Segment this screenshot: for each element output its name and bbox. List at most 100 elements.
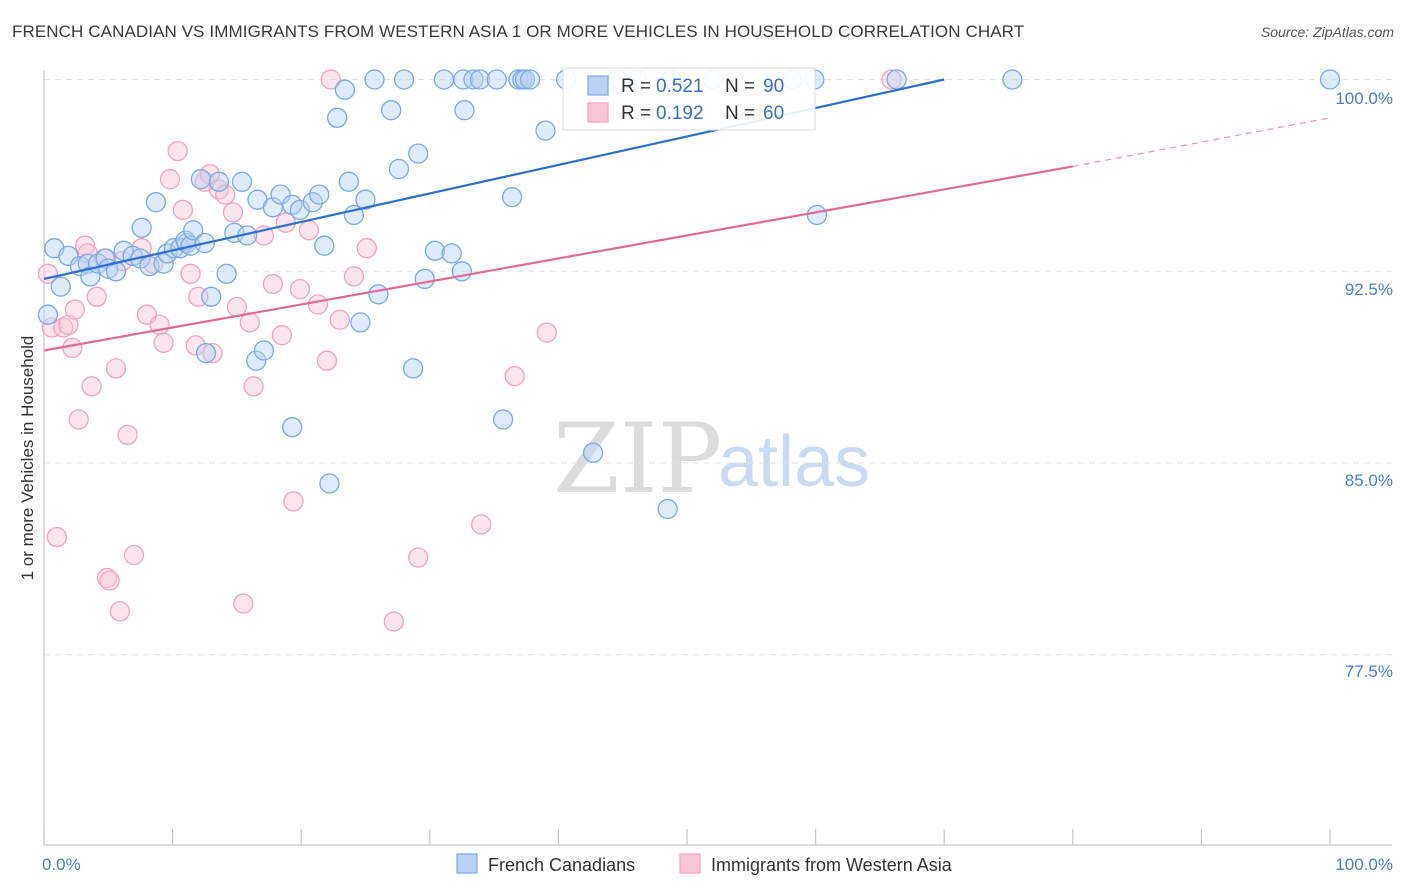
data-point-immigrants <box>271 325 293 346</box>
data-point-french-canadians <box>381 100 402 121</box>
data-point-immigrants <box>153 332 174 353</box>
data-point-french-canadians <box>246 350 267 371</box>
y-tick-label: 100.0% <box>1335 89 1393 108</box>
data-point-french-canadians <box>309 184 330 205</box>
data-point-immigrants <box>262 273 284 295</box>
bottom-legend: French Canadians Immigrants from Western… <box>456 853 953 875</box>
data-point-french-canadians <box>231 171 253 192</box>
data-point-french-canadians <box>153 253 174 274</box>
data-point-french-canadians <box>364 69 385 90</box>
data-point-french-canadians <box>441 243 462 264</box>
data-point-immigrants <box>222 202 244 223</box>
x-tick-label-max: 100.0% <box>1335 855 1393 874</box>
data-point-french-canadians <box>334 79 356 100</box>
data-point-french-canadians <box>501 186 523 208</box>
data-point-immigrants <box>243 376 264 397</box>
data-point-french-canadians <box>289 199 311 221</box>
data-point-immigrants <box>356 238 377 259</box>
data-point-immigrants <box>117 424 138 446</box>
data-point-immigrants <box>298 220 320 241</box>
data-point-french-canadians <box>414 268 435 290</box>
data-point-french-canadians <box>486 69 507 90</box>
data-point-french-canadians <box>402 358 424 379</box>
data-point-immigrants <box>383 611 404 632</box>
data-point-immigrants <box>167 140 188 162</box>
data-point-immigrants <box>81 376 102 397</box>
data-point-immigrants <box>75 235 96 256</box>
y-tick-label: 92.5% <box>1345 280 1393 299</box>
stats-r-value: 0.192 <box>656 103 704 124</box>
axes <box>43 70 1392 846</box>
data-point-french-canadians <box>582 442 604 463</box>
data-point-french-canadians <box>183 220 204 241</box>
data-point-french-canadians <box>319 473 340 494</box>
x-tick-label-min: 0.0% <box>42 855 81 874</box>
watermark-zip: ZIP <box>553 403 722 515</box>
data-point-french-canadians <box>131 217 152 238</box>
stats-n-value: 90 <box>763 76 784 97</box>
data-point-french-canadians <box>388 158 410 180</box>
data-point-immigrants <box>185 335 206 356</box>
data-point-french-canadians <box>519 69 541 90</box>
data-point-immigrants <box>881 69 902 90</box>
data-point-french-canadians <box>201 286 222 307</box>
data-point-french-canadians <box>514 69 536 90</box>
data-point-french-canadians <box>253 340 275 361</box>
data-point-french-canadians <box>216 263 237 284</box>
data-point-french-canadians <box>657 498 678 520</box>
data-point-immigrants <box>37 263 59 284</box>
data-point-french-canadians <box>37 304 59 325</box>
watermark-atlas: atlas <box>718 422 870 502</box>
data-point-immigrants <box>62 337 83 359</box>
data-point-immigrants <box>159 169 181 190</box>
legend-swatch-immigrants <box>679 853 701 874</box>
data-point-french-canadians <box>338 171 359 192</box>
x-tick-marks <box>43 829 1331 845</box>
data-point-french-canadians <box>463 69 484 90</box>
data-point-immigrants <box>99 570 120 591</box>
stats-legend: R = 0.521 N = 90 R = 0.192 N = 60 <box>562 67 816 131</box>
stats-n-label: N = <box>725 103 755 124</box>
data-point-french-canadians <box>282 417 303 438</box>
y-tick-label: 77.5% <box>1345 662 1393 681</box>
y-tick-labels: 100.0% 92.5% 85.0% 77.5% <box>1335 89 1393 681</box>
data-point-immigrants <box>172 199 194 221</box>
data-point-immigrants <box>226 296 248 318</box>
data-point-french-canadians <box>433 69 455 90</box>
data-point-immigrants <box>283 491 304 512</box>
data-point-immigrants <box>343 266 365 287</box>
data-point-french-canadians <box>350 312 371 333</box>
data-point-french-canadians <box>50 276 71 297</box>
data-point-french-canadians <box>208 171 230 192</box>
data-point-immigrants <box>64 299 86 320</box>
stats-swatch-blue <box>587 75 609 96</box>
data-point-french-canadians <box>1002 69 1023 90</box>
data-point-french-canadians <box>327 107 348 128</box>
data-point-immigrants <box>105 358 127 379</box>
data-point-immigrants <box>536 322 557 343</box>
data-point-french-canadians <box>355 189 376 210</box>
data-point-immigrants <box>471 514 492 535</box>
chart-source: Source: ZipAtlas.com <box>1260 24 1394 40</box>
chart-title: FRENCH CANADIAN VS IMMIGRANTS FROM WESTE… <box>12 22 1025 41</box>
data-point-immigrants <box>123 544 145 566</box>
data-point-french-canadians <box>424 240 446 261</box>
data-point-immigrants <box>109 601 131 622</box>
data-point-french-canadians <box>886 69 907 90</box>
data-point-french-canadians <box>469 69 491 90</box>
data-point-immigrants <box>408 547 429 568</box>
data-point-immigrants <box>320 69 341 90</box>
grid-lines <box>44 79 1392 656</box>
data-point-french-canadians <box>58 245 79 267</box>
data-point-french-canadians <box>393 69 415 90</box>
data-point-immigrants <box>180 263 201 284</box>
data-point-french-canadians <box>806 204 828 226</box>
stats-swatch-pink <box>587 102 609 123</box>
data-point-french-canadians <box>190 169 212 190</box>
x-tick-labels: 0.0% 100.0% <box>42 855 1393 874</box>
data-point-french-canadians <box>314 235 335 256</box>
y-tick-label: 85.0% <box>1345 471 1393 490</box>
data-point-immigrants <box>329 309 350 330</box>
series-immigrants-points <box>37 69 902 632</box>
